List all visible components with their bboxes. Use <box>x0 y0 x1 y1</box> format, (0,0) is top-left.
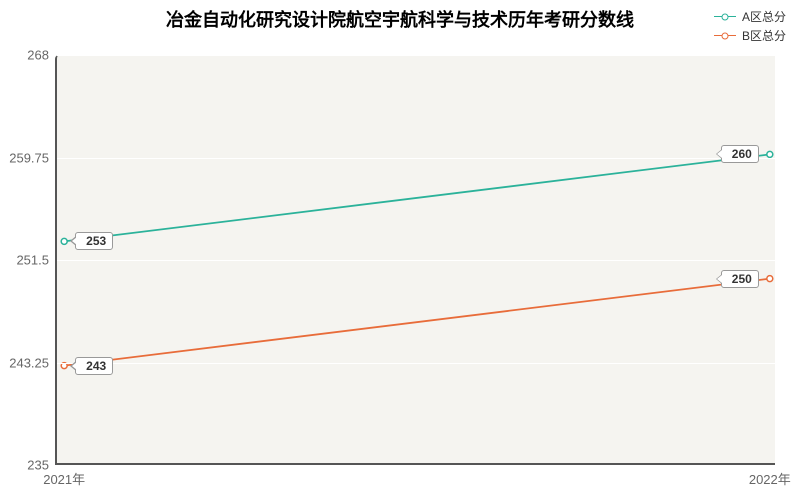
y-tick-label: 268 <box>27 48 49 63</box>
data-label: 253 <box>75 232 113 250</box>
plot-area: 235243.25251.5259.752682021年2022年2532602… <box>55 55 775 465</box>
data-label: 250 <box>721 270 759 288</box>
data-label: 243 <box>75 357 113 375</box>
y-tick-label: 243.25 <box>9 355 49 370</box>
y-gridline <box>57 260 775 261</box>
legend-item: A区总分 <box>714 8 786 25</box>
y-gridline <box>57 363 775 364</box>
legend-item: B区总分 <box>714 27 786 44</box>
legend-label: B区总分 <box>742 27 786 44</box>
chart-title: 冶金自动化研究设计院航空宇航科学与技术历年考研分数线 <box>0 6 800 32</box>
x-tick-label: 2022年 <box>749 469 791 488</box>
series-marker <box>61 363 67 369</box>
legend: A区总分 B区总分 <box>714 8 786 46</box>
x-tick-label: 2021年 <box>43 469 85 488</box>
line-chart: 冶金自动化研究设计院航空宇航科学与技术历年考研分数线 A区总分B区总分 2352… <box>0 0 800 500</box>
y-tick-label: 251.5 <box>16 253 49 268</box>
series-marker <box>767 151 773 157</box>
y-tick-label: 259.75 <box>9 150 49 165</box>
y-gridline <box>57 158 775 159</box>
series-marker <box>61 238 67 244</box>
data-label: 260 <box>721 145 759 163</box>
series-line <box>64 279 770 366</box>
y-gridline <box>57 55 775 56</box>
series-line <box>64 154 770 241</box>
series-svg <box>57 55 775 463</box>
series-marker <box>767 276 773 282</box>
legend-label: A区总分 <box>742 8 786 25</box>
